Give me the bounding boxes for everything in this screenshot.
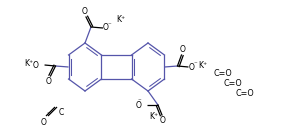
Text: O: O [46,77,51,86]
Text: K⁺·: K⁺· [24,58,36,67]
Text: ⁻: ⁻ [193,61,197,67]
Text: O: O [160,116,166,125]
Text: ⁻: ⁻ [47,112,50,117]
Text: O: O [33,61,39,69]
Text: C=O: C=O [235,89,254,98]
Text: C=O: C=O [213,69,232,78]
Text: O: O [188,63,194,72]
Text: ⁻: ⁻ [137,98,141,104]
Text: ⁻: ⁻ [108,22,112,28]
Text: O: O [135,101,141,109]
Text: O: O [180,45,186,54]
Text: O: O [41,118,47,127]
Text: O: O [103,24,109,33]
Text: K⁺: K⁺ [198,61,208,69]
Text: C: C [59,108,64,117]
Text: O: O [82,7,88,16]
Text: K⁺: K⁺ [116,16,125,24]
Text: K⁺: K⁺ [149,112,158,121]
Text: C=O: C=O [224,80,243,89]
